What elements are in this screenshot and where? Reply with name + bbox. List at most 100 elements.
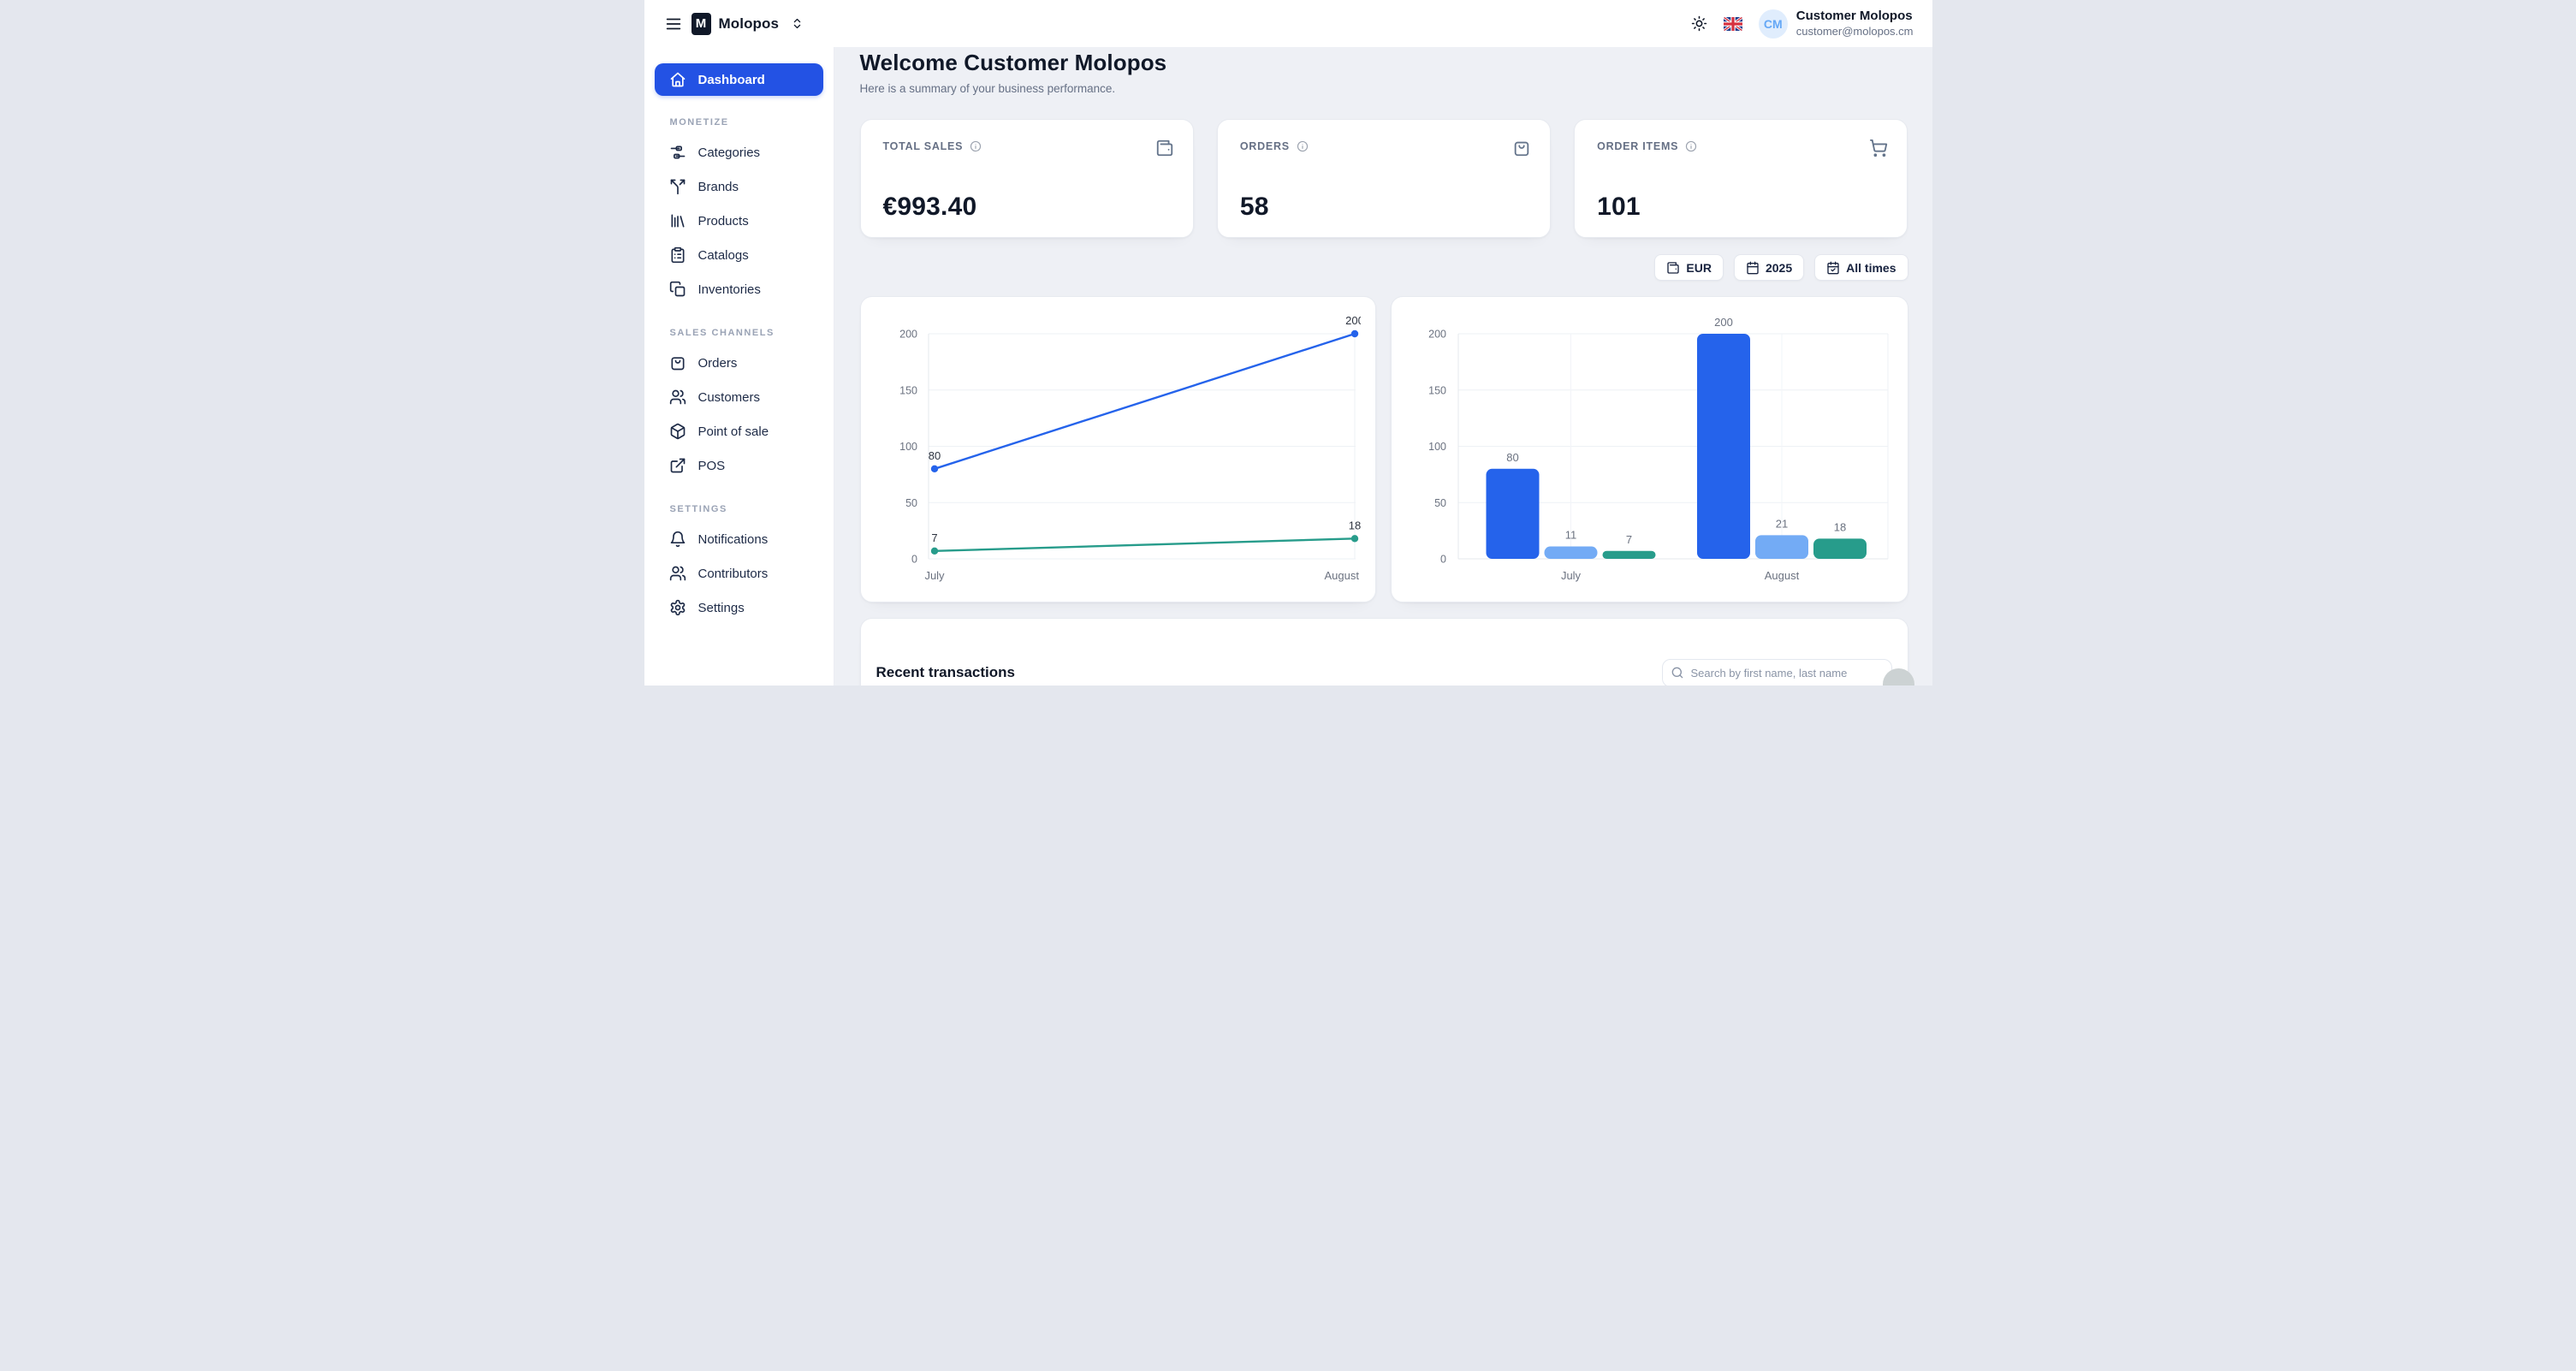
wallet-icon xyxy=(1666,261,1680,275)
stat-label: ORDERS xyxy=(1239,140,1290,152)
sidebar: Dashboard MONETIZE Categories Brands Product… xyxy=(644,47,834,686)
theme-toggle-button[interactable] xyxy=(1691,15,1707,32)
stat-value: 101 xyxy=(1597,193,1641,221)
line-chart-card: 0 50 100 150 200 July August 80 200 7 18 xyxy=(859,296,1376,602)
info-icon[interactable] xyxy=(1685,140,1697,152)
stat-label: ORDER ITEMS xyxy=(1597,140,1679,152)
svg-text:18: 18 xyxy=(1348,519,1360,531)
stat-card-order-items: ORDER ITEMS 101 xyxy=(1574,119,1908,238)
sidebar-item-settings[interactable]: Settings xyxy=(655,591,823,625)
stat-card-total-sales: TOTAL SALES €993.40 xyxy=(859,119,1194,238)
menu-icon xyxy=(664,15,683,33)
svg-text:7: 7 xyxy=(931,531,937,544)
sidebar-section-label: MONETIZE xyxy=(669,117,729,128)
svg-text:150: 150 xyxy=(899,384,917,396)
sidebar-item-products[interactable]: Products xyxy=(655,204,823,238)
sidebar-item-customers[interactable]: Customers xyxy=(655,380,823,414)
svg-text:150: 150 xyxy=(1428,384,1446,396)
sidebar-item-pos[interactable]: POS xyxy=(655,448,823,483)
svg-text:July: July xyxy=(1561,569,1582,582)
svg-text:21: 21 xyxy=(1776,517,1788,530)
sidebar-item-label: Categories xyxy=(697,145,761,160)
search-icon xyxy=(1671,666,1684,680)
sales-bar-chart: 0 50 100 150 200 80 11 7 July 200 21 18 August xyxy=(1428,316,1889,582)
avatar[interactable]: CM xyxy=(1758,9,1788,39)
page-title: Welcome Customer Molopos xyxy=(859,50,1167,75)
sidebar-section-label: SALES CHANNELS xyxy=(669,328,775,338)
stat-value: 58 xyxy=(1239,193,1269,221)
sidebar-item-notifications[interactable]: Notifications xyxy=(655,522,823,556)
sidebar-item-label: Dashboard xyxy=(697,72,765,87)
svg-text:100: 100 xyxy=(899,441,917,453)
sidebar-item-inventories[interactable]: Inventories xyxy=(655,272,823,306)
language-button[interactable] xyxy=(1723,16,1742,31)
svg-text:200: 200 xyxy=(1428,329,1446,341)
user-menu[interactable]: Customer Molopos customer@molopos.cm xyxy=(1796,9,1914,39)
stat-label: TOTAL SALES xyxy=(882,140,964,152)
sidebar-item-categories[interactable]: Categories xyxy=(655,135,823,169)
transactions-search xyxy=(1661,658,1892,686)
sidebar-item-catalogs[interactable]: Catalogs xyxy=(655,238,823,272)
svg-text:11: 11 xyxy=(1565,529,1577,542)
svg-text:100: 100 xyxy=(1428,441,1446,453)
sidebar-item-label: Settings xyxy=(697,600,745,615)
recent-transactions-card: Recent transactions xyxy=(859,618,1908,686)
sidebar-item-dashboard[interactable]: Dashboard xyxy=(654,63,823,96)
calendar-check-icon xyxy=(1826,261,1840,275)
workspace-switcher-button[interactable] xyxy=(791,17,804,30)
floating-action-button-partial[interactable] xyxy=(1882,668,1914,686)
svg-text:7: 7 xyxy=(1626,533,1632,546)
sidebar-item-contributors[interactable]: Contributors xyxy=(655,556,823,591)
stat-card-orders: ORDERS 58 xyxy=(1216,119,1552,238)
sidebar-item-label: Customers xyxy=(697,389,761,405)
charts-row: 0 50 100 150 200 July August 80 200 7 18 0 50 100 150… xyxy=(859,296,1908,602)
uk-flag-icon xyxy=(1723,16,1742,31)
categories-icon xyxy=(669,144,686,161)
currency-filter-label: EUR xyxy=(1686,260,1712,275)
menu-button[interactable] xyxy=(664,15,683,33)
bell-icon xyxy=(669,531,686,548)
info-icon[interactable] xyxy=(970,140,982,152)
currency-filter-button[interactable]: EUR xyxy=(1654,254,1724,281)
calendar-icon xyxy=(1746,261,1760,275)
svg-text:0: 0 xyxy=(911,554,917,566)
svg-text:80: 80 xyxy=(928,449,940,462)
period-filter-button[interactable]: All times xyxy=(1814,254,1908,281)
svg-text:July: July xyxy=(924,569,945,582)
external-link-icon xyxy=(669,457,686,474)
sidebar-item-label: Notifications xyxy=(697,531,769,547)
shopping-cart-icon xyxy=(1869,139,1888,157)
year-filter-label: 2025 xyxy=(1765,260,1793,275)
clipboard-list-icon xyxy=(669,246,686,264)
sun-icon xyxy=(1691,15,1707,32)
sidebar-item-orders[interactable]: Orders xyxy=(655,346,823,380)
library-icon xyxy=(669,212,686,229)
avatar-initials: CM xyxy=(1763,16,1783,31)
svg-text:200: 200 xyxy=(1714,316,1733,329)
year-filter-button[interactable]: 2025 xyxy=(1733,254,1805,281)
svg-text:August: August xyxy=(1324,569,1359,582)
recent-transactions-title: Recent transactions xyxy=(875,664,1016,680)
sales-line-chart: 0 50 100 150 200 July August 80 200 7 18 xyxy=(899,314,1361,582)
sidebar-item-label: Catalogs xyxy=(697,247,749,263)
main-content: Welcome Customer Molopos Here is a summa… xyxy=(834,47,1932,686)
package-icon xyxy=(669,423,686,440)
sidebar-item-label: Contributors xyxy=(697,566,769,581)
info-icon[interactable] xyxy=(1297,140,1309,152)
sidebar-item-brands[interactable]: Brands xyxy=(655,169,823,204)
gear-icon xyxy=(669,599,686,616)
svg-text:50: 50 xyxy=(905,497,917,509)
stat-value: €993.40 xyxy=(882,193,977,221)
sidebar-item-label: Inventories xyxy=(697,282,761,297)
sidebar-item-point-of-sale[interactable]: Point of sale xyxy=(655,414,823,448)
topbar-actions: CM Customer Molopos customer@molopos.cm xyxy=(1691,9,1914,39)
shopping-bag-icon xyxy=(1512,139,1531,157)
brand-initial: M xyxy=(695,16,707,31)
svg-text:August: August xyxy=(1765,569,1800,582)
bar-chart-card: 0 50 100 150 200 80 11 7 July 200 21 18 August xyxy=(1391,296,1908,602)
brand: M Molopos xyxy=(691,12,780,35)
transactions-search-input[interactable] xyxy=(1661,658,1892,686)
svg-text:18: 18 xyxy=(1834,520,1846,533)
copy-icon xyxy=(669,281,686,298)
shopping-bag-icon xyxy=(669,354,686,371)
